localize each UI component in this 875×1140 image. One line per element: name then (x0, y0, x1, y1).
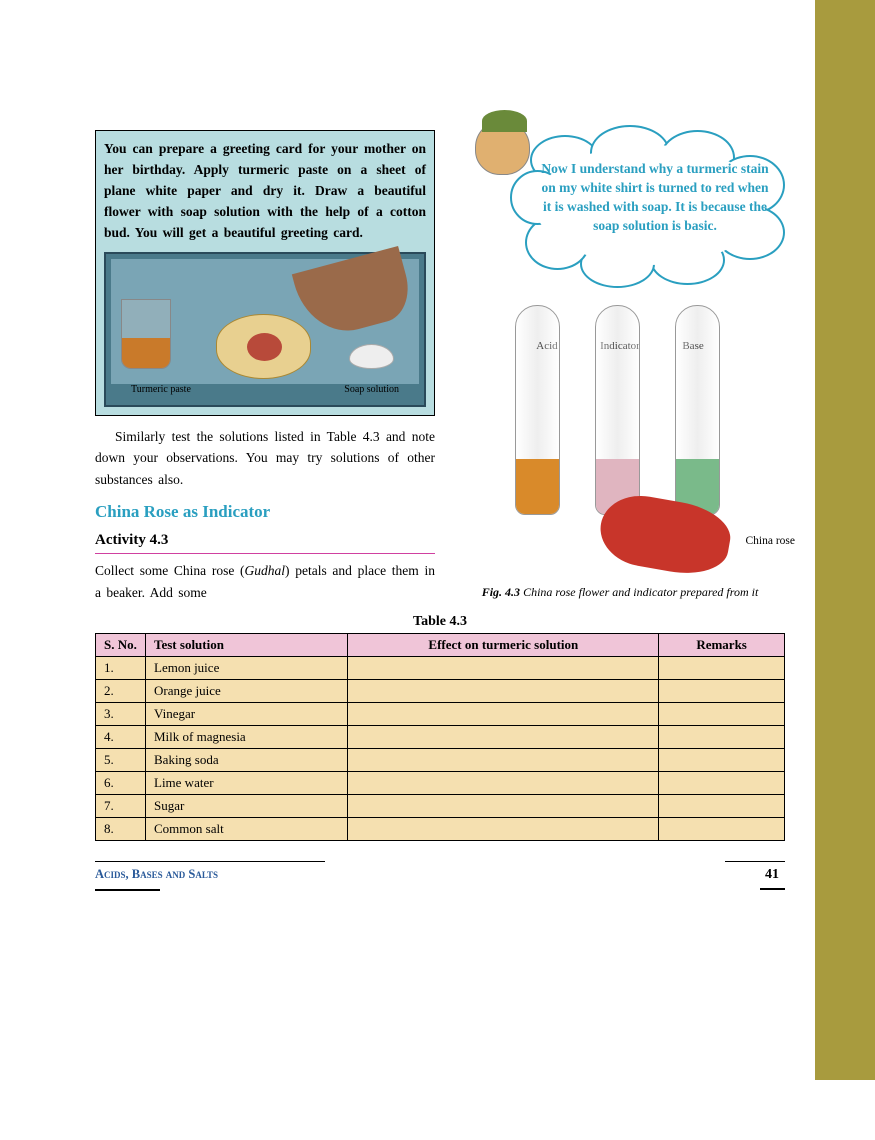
table-cell (348, 794, 659, 817)
table-cell: Common salt (146, 817, 348, 840)
china-rose-label: China rose (745, 535, 795, 547)
table-cell: Vinegar (146, 702, 348, 725)
table-row: 5.Baking soda (96, 748, 785, 771)
activity-paragraph: Collect some China rose (Gudhal) petals … (95, 560, 435, 603)
table-cell: 2. (96, 679, 146, 702)
table-cell (348, 748, 659, 771)
table-cell (659, 725, 785, 748)
table-cell: Milk of magnesia (146, 725, 348, 748)
page-number: 41 (725, 862, 785, 888)
table-cell: 1. (96, 656, 146, 679)
table-cell: Lemon juice (146, 656, 348, 679)
greeting-card-info-box: You can prepare a greeting card for your… (95, 130, 435, 416)
table-header: S. No. (96, 633, 146, 656)
hand-illustration (292, 246, 416, 342)
activity-heading: Activity 4.3 (95, 532, 435, 551)
table-cell (659, 794, 785, 817)
table-header: Test solution (146, 633, 348, 656)
test-tube-acid (515, 305, 560, 515)
test-tube-base (675, 305, 720, 515)
table-cell: 5. (96, 748, 146, 771)
beaker-illustration (121, 299, 171, 369)
image-labels: Turmeric paste Soap solution (111, 384, 419, 395)
activity-underline (95, 553, 435, 554)
thought-bubble: Now I understand why a turmeric stain on… (490, 130, 770, 285)
china-rose-heading: China Rose as Indicator (95, 502, 435, 522)
table-cell (348, 771, 659, 794)
table-cell (659, 771, 785, 794)
table-cell (348, 725, 659, 748)
table-cell (348, 656, 659, 679)
turmeric-image: Turmeric paste Soap solution (104, 252, 426, 407)
table-cell (659, 679, 785, 702)
side-color-strip (815, 0, 875, 1080)
table-cell (659, 656, 785, 679)
test-tube-indicator (595, 305, 640, 515)
test-tubes-figure: Acid Indicator Base China rose (465, 305, 785, 580)
chapter-title: Acids, Bases and Salts (95, 862, 785, 887)
table-row: 6.Lime water (96, 771, 785, 794)
table-cell (348, 702, 659, 725)
table-row: 1.Lemon juice (96, 656, 785, 679)
page-content: You can prepare a greeting card for your… (95, 130, 785, 896)
table-cell: Sugar (146, 794, 348, 817)
info-box-text: You can prepare a greeting card for your… (104, 139, 426, 244)
card-illustration (216, 314, 311, 379)
table-cell: 4. (96, 725, 146, 748)
table-cell: 8. (96, 817, 146, 840)
observation-table: S. No.Test solutionEffect on turmeric so… (95, 633, 785, 841)
table-cell: 7. (96, 794, 146, 817)
table-cell (348, 679, 659, 702)
table-cell (659, 817, 785, 840)
table-row: 2.Orange juice (96, 679, 785, 702)
thought-bubble-text: Now I understand why a turmeric stain on… (540, 160, 770, 236)
table-row: 3.Vinegar (96, 702, 785, 725)
table-row: 4.Milk of magnesia (96, 725, 785, 748)
table-header: Remarks (659, 633, 785, 656)
table-cell (659, 702, 785, 725)
table-cell: Lime water (146, 771, 348, 794)
table-row: 8.Common salt (96, 817, 785, 840)
table-cell (348, 817, 659, 840)
bowl-illustration (349, 344, 394, 369)
soap-solution-label: Soap solution (344, 384, 399, 395)
table-cell: Baking soda (146, 748, 348, 771)
table-header: Effect on turmeric solution (348, 633, 659, 656)
table-cell (659, 748, 785, 771)
table-title: Table 4.3 (95, 614, 785, 630)
body-paragraph: Similarly test the solutions listed in T… (95, 426, 435, 491)
table-cell: 6. (96, 771, 146, 794)
character-hair (482, 110, 527, 132)
table-row: 7.Sugar (96, 794, 785, 817)
table-cell: Orange juice (146, 679, 348, 702)
page-footer: Acids, Bases and Salts 41 (95, 861, 785, 896)
turmeric-paste-label: Turmeric paste (131, 384, 191, 395)
table-cell: 3. (96, 702, 146, 725)
figure-caption: Fig. 4.3 China rose flower and indicator… (455, 585, 785, 600)
